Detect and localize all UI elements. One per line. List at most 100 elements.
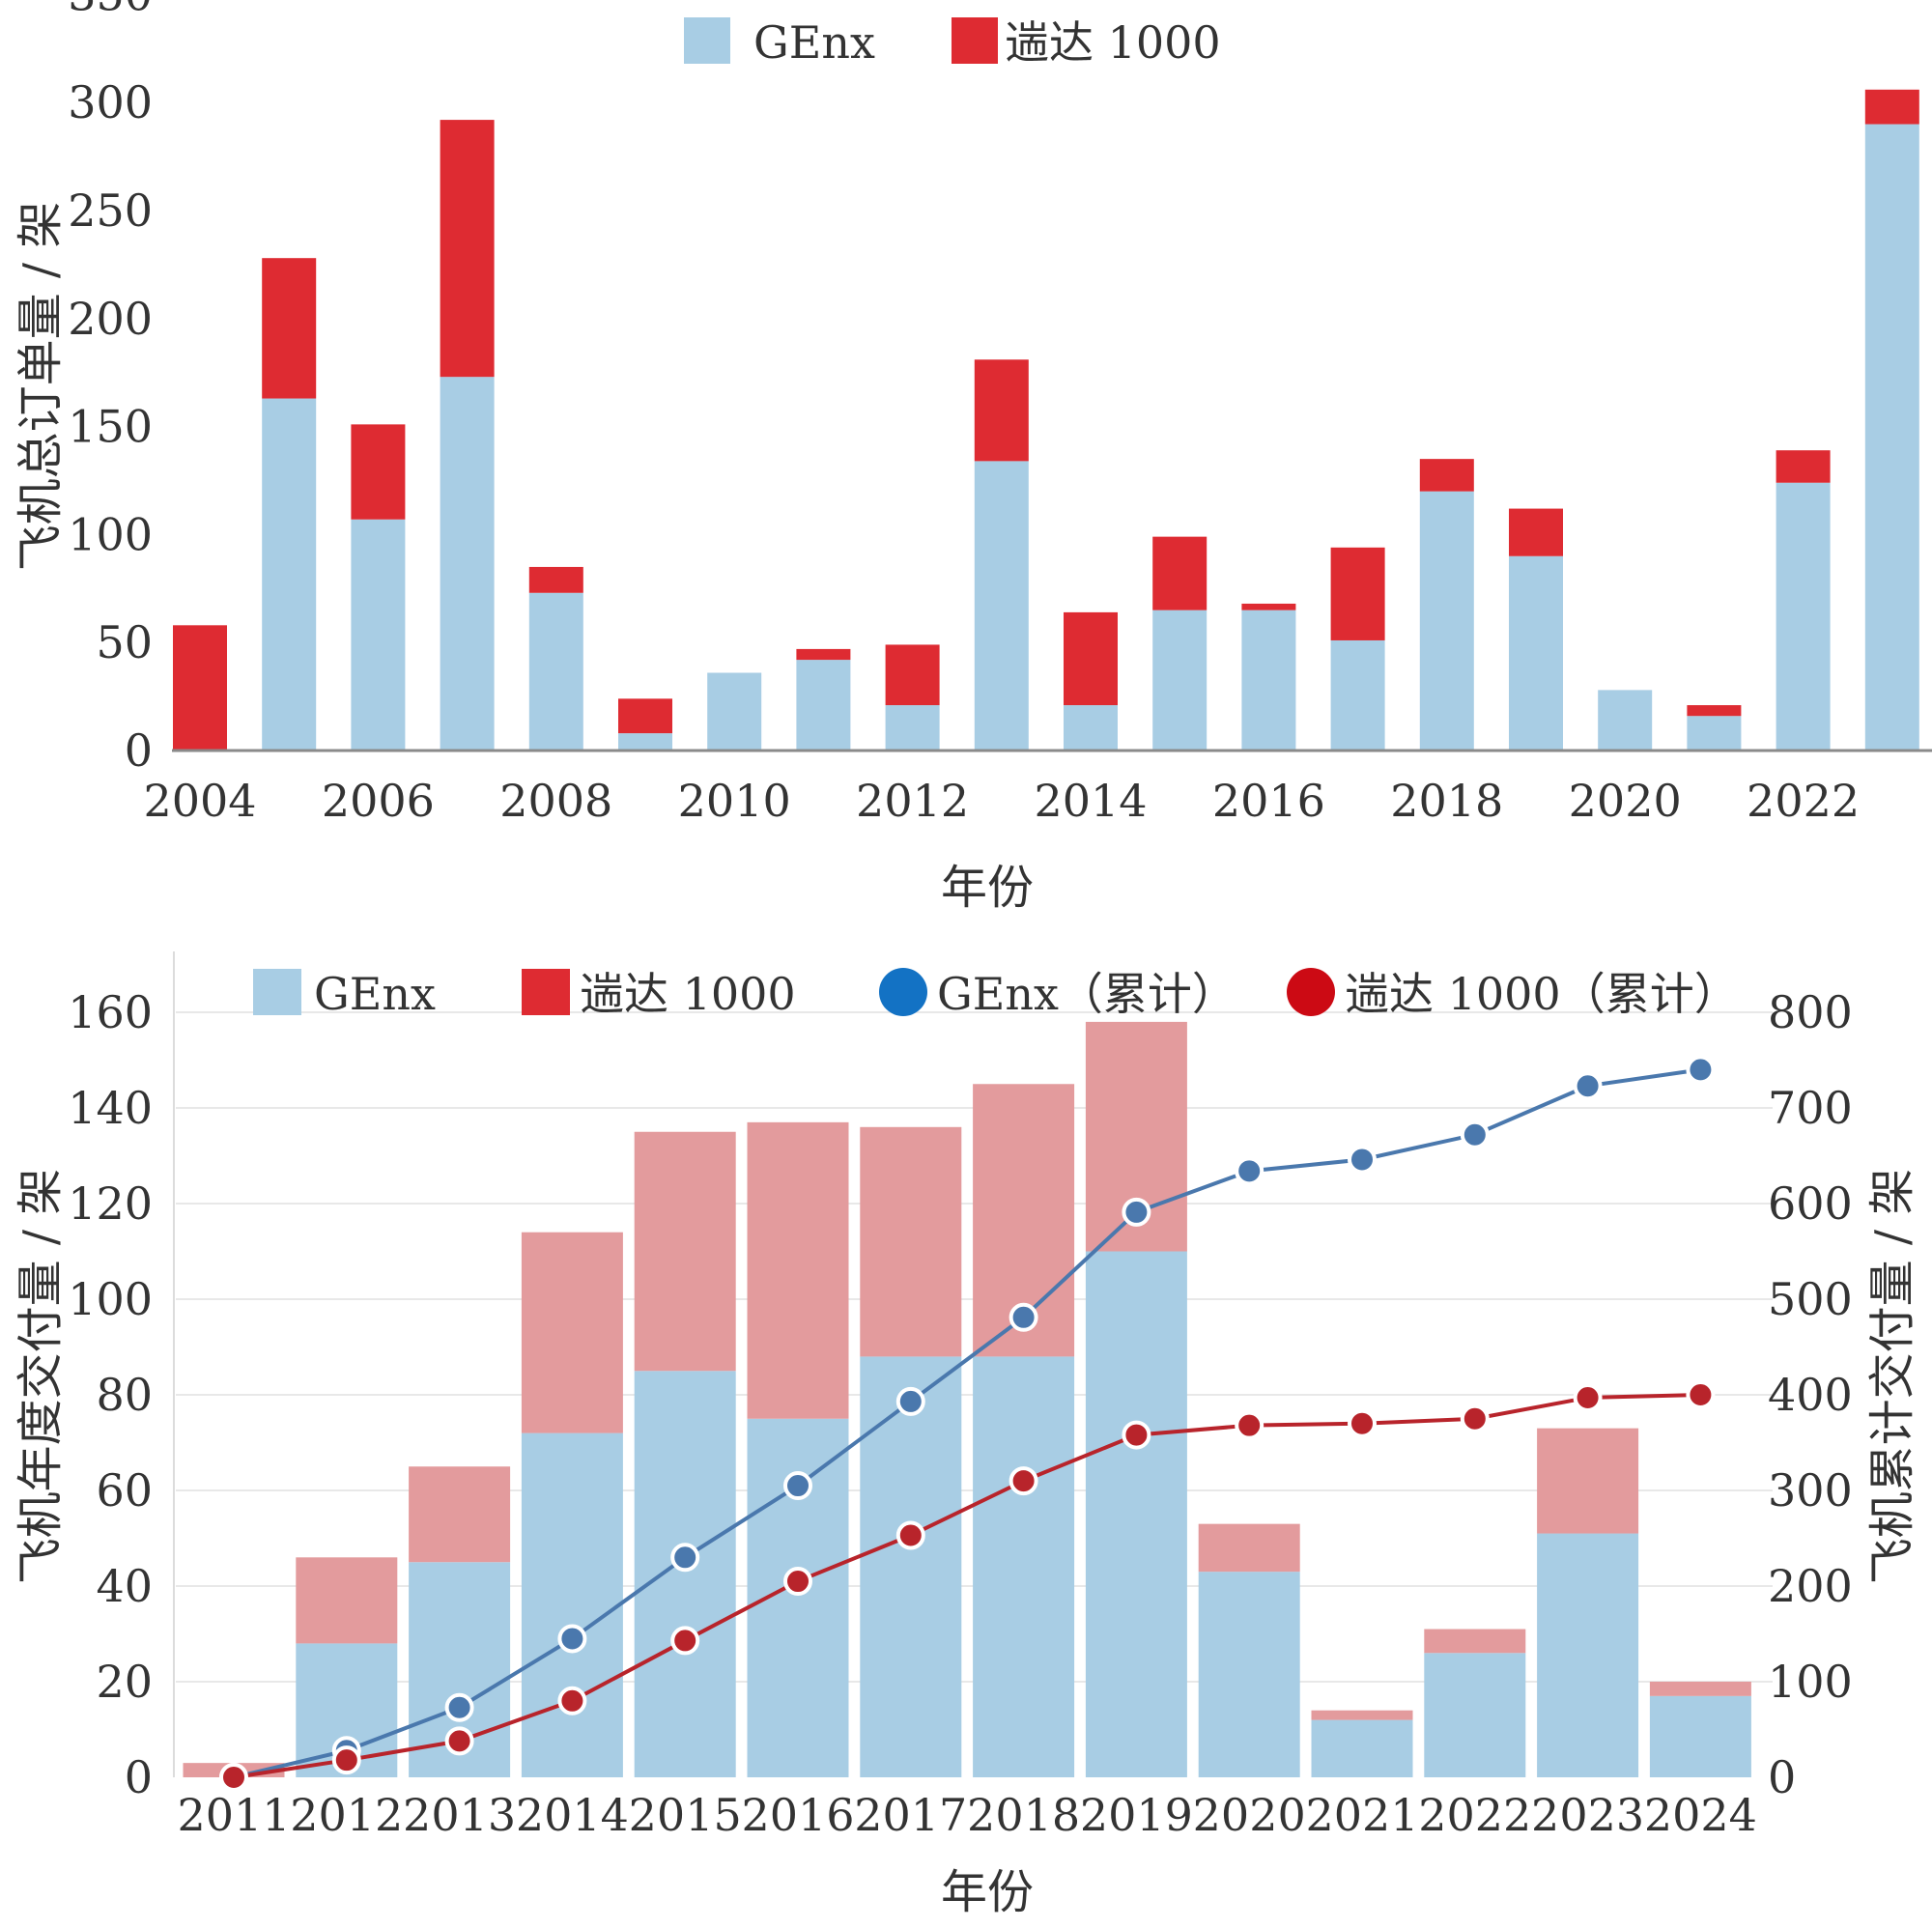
- point-trent-cumulative: [1573, 1382, 1603, 1412]
- bar-genx: [796, 660, 851, 751]
- orders-x-tick-label: 2006: [322, 775, 435, 827]
- orders-legend: GEnx 遄达 1000: [684, 16, 1221, 69]
- point-genx-cumulative: [895, 1386, 925, 1416]
- deliveries-y2-tick-label: 500: [1768, 1273, 1853, 1325]
- deliveries-y2-tick-label: 400: [1768, 1369, 1853, 1421]
- orders-x-tick-label: 2016: [1212, 775, 1325, 827]
- deliveries-y-tick-label: 160: [68, 986, 153, 1038]
- bar-trent: [885, 644, 940, 706]
- legend-label-trent-cumulative: 遄达 1000（累计）: [1345, 968, 1739, 1020]
- bar-genx: [1064, 705, 1118, 751]
- point-genx-cumulative: [1348, 1145, 1377, 1175]
- bar-trent: [1537, 1428, 1639, 1534]
- deliveries-y2-tick-label: 300: [1768, 1464, 1853, 1517]
- deliveries-y2-tick-label: 0: [1768, 1751, 1796, 1803]
- legend-swatch-trent: [952, 17, 998, 64]
- deliveries-y2-tick-label: 700: [1768, 1082, 1853, 1134]
- point-genx-cumulative: [1460, 1120, 1490, 1149]
- deliveries-x-tick-label: 2023: [1531, 1789, 1644, 1841]
- point-genx-cumulative: [1122, 1197, 1151, 1227]
- orders-y-tick-label: 150: [68, 401, 153, 453]
- bar-genx: [1424, 1653, 1526, 1777]
- point-trent-cumulative: [670, 1626, 700, 1656]
- orders-x-tick-label: 2012: [856, 775, 969, 827]
- deliveries-y-axis-ticks: 0 20 40 60 80 100 120 140 160: [68, 986, 153, 1803]
- deliveries-x-tick-label: 2012: [290, 1789, 403, 1841]
- orders-chart: GEnx 遄达 1000 050100150200250300350 20042…: [14, 0, 1932, 915]
- deliveries-y-tick-label: 0: [125, 1751, 153, 1803]
- bar-trent: [634, 1131, 736, 1372]
- deliveries-y2-axis-title: 飞机累计交付量 / 架: [1865, 1169, 1919, 1585]
- bar-trent: [1419, 459, 1474, 492]
- deliveries-y2-tick-label: 100: [1768, 1656, 1853, 1708]
- deliveries-x-tick-label: 2018: [967, 1789, 1080, 1841]
- deliveries-x-tick-label: 2017: [854, 1789, 967, 1841]
- bar-genx: [262, 398, 317, 751]
- bar-genx: [1537, 1533, 1639, 1777]
- deliveries-x-axis-title: 年份: [941, 1865, 1034, 1919]
- bar-genx: [1085, 1251, 1187, 1777]
- legend-marker-genx-cumulative: [879, 968, 927, 1016]
- orders-x-tick-label: 2022: [1747, 775, 1860, 827]
- orders-x-tick-label: 2020: [1569, 775, 1682, 827]
- legend-label-genx: GEnx: [753, 16, 875, 69]
- bar-trent: [1198, 1523, 1300, 1573]
- bar-trent: [296, 1557, 398, 1644]
- point-genx-cumulative: [670, 1543, 700, 1573]
- point-trent-cumulative: [1686, 1380, 1716, 1409]
- legend-marker-trent-cumulative: [1287, 968, 1335, 1016]
- orders-y-axis-title: 飞机总订单量 / 架: [14, 202, 68, 572]
- bar-genx: [974, 461, 1029, 751]
- orders-x-tick-label: 2008: [499, 775, 612, 827]
- deliveries-y-tick-label: 20: [96, 1656, 153, 1708]
- orders-y-tick-label: 100: [68, 508, 153, 560]
- orders-y-tick-label: 0: [125, 724, 153, 777]
- line-trent-cumulative: [233, 1393, 1701, 1779]
- bar-genx: [707, 672, 762, 751]
- legend-label-genx-cumulative: GEnx（累计）: [937, 968, 1236, 1020]
- legend-label-genx: GEnx: [314, 968, 436, 1020]
- orders-y-axis-ticks: 0 50 100 150 200 250 300 350: [68, 0, 153, 777]
- deliveries-x-tick-label: 2013: [403, 1789, 516, 1841]
- point-trent-cumulative: [895, 1520, 925, 1550]
- bar-genx: [1776, 482, 1831, 751]
- bar-genx: [1330, 639, 1385, 751]
- point-trent-cumulative: [1009, 1466, 1038, 1496]
- point-trent-cumulative: [557, 1686, 587, 1715]
- bar-trent: [1509, 508, 1563, 556]
- bar-trent: [1241, 603, 1296, 610]
- bar-trent: [262, 258, 317, 399]
- bar-genx: [440, 377, 495, 751]
- deliveries-y-tick-label: 80: [96, 1369, 153, 1421]
- deliveries-y-axis-title: 飞机年度交付量 / 架: [14, 1169, 68, 1585]
- orders-x-tick-label: 2014: [1034, 775, 1147, 827]
- bar-genx: [1198, 1572, 1300, 1777]
- bar-trent: [1152, 536, 1208, 610]
- bar-genx: [860, 1356, 962, 1777]
- bar-genx: [521, 1432, 623, 1777]
- bar-genx: [351, 519, 406, 751]
- orders-bars: [173, 89, 1919, 751]
- legend-swatch-genx: [684, 17, 730, 64]
- bar-trent: [1311, 1710, 1413, 1720]
- deliveries-y-tick-label: 120: [68, 1177, 153, 1230]
- orders-y-tick-label: 250: [68, 184, 153, 237]
- deliveries-x-tick-label: 2011: [177, 1789, 290, 1841]
- point-trent-cumulative: [331, 1745, 361, 1775]
- deliveries-x-tick-label: 2024: [1644, 1789, 1757, 1841]
- bar-genx: [1152, 610, 1208, 751]
- bar-genx: [1509, 555, 1563, 751]
- deliveries-y-tick-label: 140: [68, 1082, 153, 1134]
- orders-y-tick-label: 200: [68, 293, 153, 345]
- point-genx-cumulative: [444, 1692, 474, 1722]
- bar-genx: [618, 733, 672, 751]
- legend-label-trent: 遄达 1000: [1005, 16, 1221, 69]
- orders-x-axis-ticks: 2004 2006 2008 2010 2012 2014 2016 2018 2020 2022: [143, 775, 1860, 827]
- deliveries-y2-tick-label: 200: [1768, 1560, 1853, 1612]
- bar-trent: [796, 648, 851, 661]
- deliveries-x-axis-ticks: 2011 2012 2013 2014 2015 2016 2017 2018 2019 2020…: [177, 1789, 1756, 1841]
- bar-trent: [440, 120, 495, 378]
- deliveries-y-tick-label: 100: [68, 1273, 153, 1325]
- bar-trent: [974, 359, 1029, 462]
